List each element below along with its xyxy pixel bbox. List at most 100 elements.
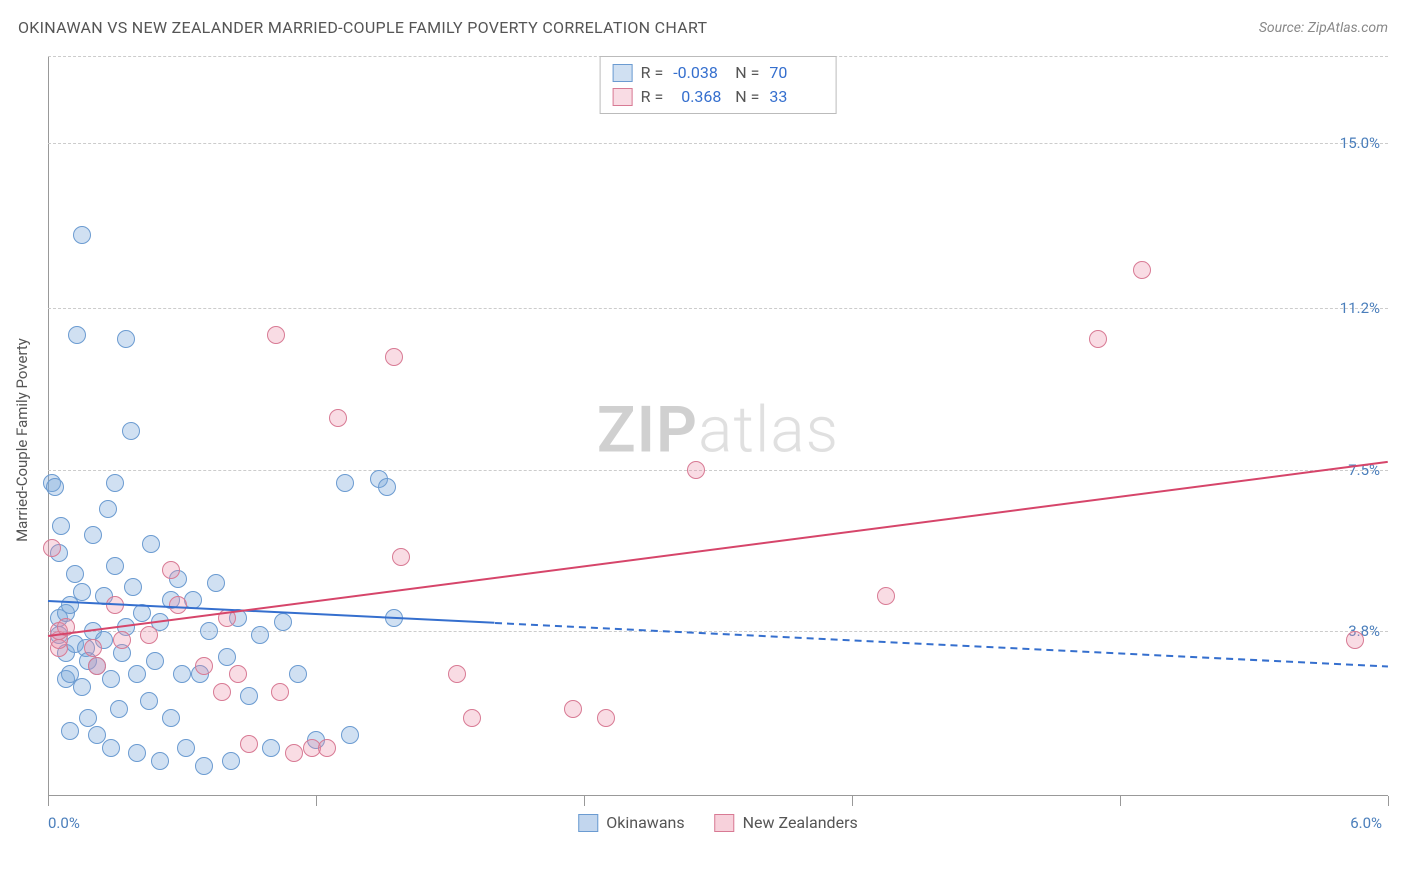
legend-label: New Zealanders: [743, 813, 858, 832]
data-point: [448, 665, 466, 683]
r-label: R =: [641, 61, 664, 85]
data-point: [318, 739, 336, 757]
data-point: [146, 652, 164, 670]
x-tick: [852, 796, 853, 806]
data-point: [240, 687, 258, 705]
data-point: [200, 622, 218, 640]
data-point: [251, 626, 269, 644]
data-point: [195, 757, 213, 775]
r-value: 0.368: [673, 85, 727, 109]
data-point: [142, 535, 160, 553]
data-point: [162, 561, 180, 579]
swatch-icon: [613, 88, 633, 106]
r-value: -0.038: [673, 61, 727, 85]
gridline: [48, 143, 1388, 144]
data-point: [110, 700, 128, 718]
data-point: [262, 739, 280, 757]
data-point: [43, 539, 61, 557]
data-point: [218, 648, 236, 666]
data-point: [222, 752, 240, 770]
swatch-icon: [578, 814, 598, 832]
data-point: [79, 709, 97, 727]
trend-line: [48, 461, 1388, 637]
data-point: [169, 596, 187, 614]
data-point: [1133, 261, 1151, 279]
data-point: [267, 326, 285, 344]
data-point: [52, 517, 70, 535]
legend-item: Okinawans: [578, 813, 684, 832]
chart-header: OKINAWAN VS NEW ZEALANDER MARRIED-COUPLE…: [18, 18, 1388, 37]
data-point: [68, 326, 86, 344]
data-point: [73, 583, 91, 601]
data-point: [102, 739, 120, 757]
n-label: N =: [735, 85, 759, 109]
data-point: [207, 574, 225, 592]
data-point: [177, 739, 195, 757]
series-legend: Okinawans New Zealanders: [578, 813, 858, 832]
swatch-icon: [613, 64, 633, 82]
data-point: [84, 639, 102, 657]
data-point: [329, 409, 347, 427]
data-point: [46, 478, 64, 496]
legend-item: New Zealanders: [715, 813, 858, 832]
data-point: [1089, 330, 1107, 348]
data-point: [128, 665, 146, 683]
data-point: [61, 722, 79, 740]
n-label: N =: [735, 61, 759, 85]
legend-label: Okinawans: [606, 813, 684, 832]
data-point: [336, 474, 354, 492]
data-point: [106, 557, 124, 575]
swatch-icon: [715, 814, 735, 832]
data-point: [195, 657, 213, 675]
data-point: [289, 665, 307, 683]
data-point: [341, 726, 359, 744]
data-point: [113, 631, 131, 649]
x-min-label: 0.0%: [48, 814, 80, 832]
data-point: [106, 474, 124, 492]
data-point: [88, 657, 106, 675]
data-point: [877, 587, 895, 605]
data-point: [122, 422, 140, 440]
data-point: [128, 744, 146, 762]
x-tick: [1388, 796, 1389, 806]
data-point: [73, 226, 91, 244]
legend-row: R = -0.038 N = 70: [613, 61, 824, 85]
data-point: [463, 709, 481, 727]
n-value: 70: [769, 61, 823, 85]
data-point: [271, 683, 289, 701]
data-point: [213, 683, 231, 701]
chart-source: Source: ZipAtlas.com: [1259, 20, 1388, 36]
x-tick: [316, 796, 317, 806]
data-point: [564, 700, 582, 718]
n-value: 33: [769, 85, 823, 109]
data-point: [274, 613, 292, 631]
correlation-legend: R = -0.038 N = 70 R = 0.368 N = 33: [600, 56, 837, 114]
data-point: [140, 692, 158, 710]
data-point: [385, 348, 403, 366]
data-point: [73, 678, 91, 696]
data-point: [378, 478, 396, 496]
x-max-label: 6.0%: [1350, 814, 1382, 832]
data-point: [84, 526, 102, 544]
data-point: [229, 665, 247, 683]
chart-plot-area: 3.8%7.5%11.2%15.0% ZIPatlas R = -0.038 N…: [48, 56, 1388, 836]
legend-row: R = 0.368 N = 33: [613, 85, 824, 109]
gridline: [48, 631, 1388, 632]
data-point: [285, 744, 303, 762]
gridline: [48, 308, 1388, 309]
data-point: [162, 709, 180, 727]
y-tick-label: 15.0%: [1340, 134, 1380, 152]
data-point: [1346, 631, 1364, 649]
x-tick: [48, 796, 49, 806]
trend-line: [495, 622, 1388, 668]
data-point: [392, 548, 410, 566]
data-point: [173, 665, 191, 683]
gridline: [48, 470, 1388, 471]
data-point: [597, 709, 615, 727]
data-point: [240, 735, 258, 753]
data-point: [66, 565, 84, 583]
data-point: [124, 578, 142, 596]
data-point: [133, 604, 151, 622]
chart-title: OKINAWAN VS NEW ZEALANDER MARRIED-COUPLE…: [18, 18, 707, 37]
y-tick-label: 11.2%: [1340, 299, 1380, 317]
